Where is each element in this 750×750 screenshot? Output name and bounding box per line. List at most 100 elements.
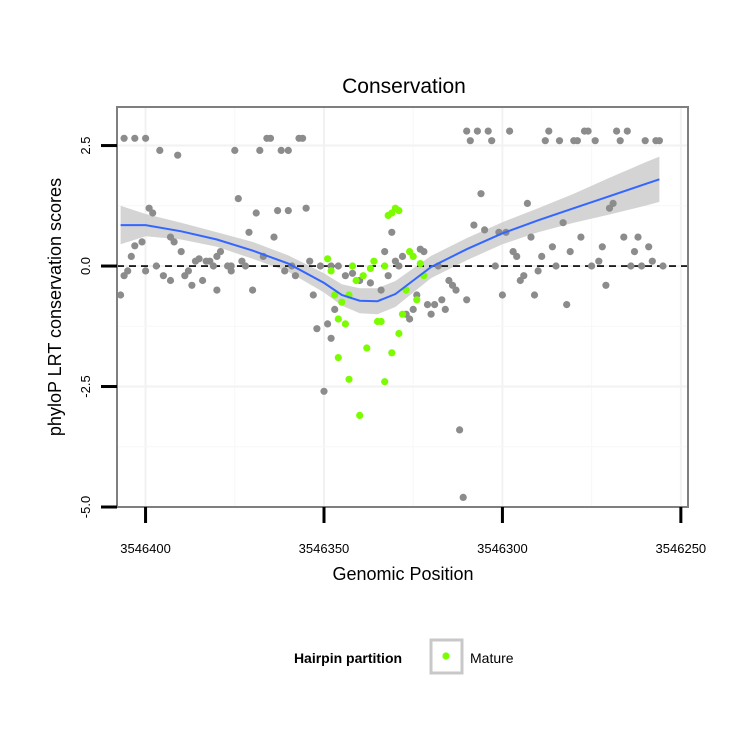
background-point: [270, 233, 278, 241]
background-point: [577, 233, 585, 241]
background-point: [541, 137, 549, 145]
x-tick-label: 3546250: [656, 541, 707, 556]
series-mature: [324, 204, 428, 419]
background-point: [327, 334, 335, 342]
background-point: [334, 262, 342, 270]
background-point: [227, 262, 235, 270]
background-point: [124, 267, 132, 275]
background-point: [420, 248, 428, 256]
mature-point: [345, 375, 353, 383]
background-point: [463, 296, 471, 304]
points-layer: [117, 127, 667, 501]
background-point: [620, 233, 628, 241]
background-point: [120, 134, 128, 142]
mature-point: [409, 252, 417, 260]
background-point: [199, 276, 207, 285]
background-point: [466, 137, 474, 145]
background-point: [441, 305, 449, 313]
background-point: [320, 387, 328, 395]
mature-point: [334, 315, 342, 323]
mature-point: [324, 255, 332, 263]
background-point: [281, 267, 289, 275]
y-axis-label: phyloP LRT conservation scores: [45, 178, 65, 436]
background-point: [313, 325, 321, 333]
background-point: [324, 320, 332, 328]
x-tick-label: 3546300: [477, 541, 528, 556]
mature-point: [352, 276, 360, 285]
background-point: [306, 257, 314, 265]
background-point: [156, 146, 164, 154]
background-point: [584, 127, 592, 135]
background-point: [506, 127, 514, 135]
mature-point: [334, 354, 342, 362]
background-point: [216, 248, 225, 256]
background-point: [127, 252, 135, 260]
background-point: [548, 243, 557, 251]
legend: Hairpin partition Mature: [294, 638, 514, 675]
background-point: [348, 269, 357, 277]
background-point: [530, 291, 539, 299]
background-point: [316, 262, 324, 270]
mature-point: [398, 310, 407, 318]
mature-point: [381, 262, 389, 270]
background-point: [395, 262, 403, 270]
background-point: [545, 127, 553, 135]
background-point: [234, 195, 242, 203]
plot-border: [116, 106, 689, 508]
mature-point: [377, 317, 385, 326]
background-point: [142, 267, 150, 275]
background-point: [438, 296, 446, 304]
background-point: [249, 286, 257, 294]
mature-point: [413, 296, 421, 304]
background-point: [602, 281, 610, 289]
background-point: [555, 137, 564, 145]
background-point: [566, 248, 574, 256]
background-point: [195, 255, 203, 263]
background-point: [427, 310, 435, 318]
background-point: [484, 127, 492, 135]
x-tick-label: 3546350: [299, 541, 350, 556]
mature-point: [331, 291, 339, 299]
background-point: [277, 146, 285, 154]
background-point: [431, 301, 439, 309]
background-point: [609, 199, 617, 207]
background-point: [423, 301, 432, 309]
mature-point: [395, 329, 403, 338]
background-point: [488, 137, 496, 145]
mature-point: [363, 344, 371, 352]
mature-point: [359, 272, 367, 280]
background-point: [634, 233, 642, 241]
background-point: [284, 207, 292, 215]
background-point: [274, 207, 282, 215]
background-point: [563, 301, 571, 309]
background-point: [473, 127, 481, 135]
background-point: [366, 279, 374, 287]
confidence-ribbon-layer: [120, 156, 660, 315]
confidence-ribbon: [120, 156, 660, 315]
background-point: [630, 248, 639, 256]
mature-point: [327, 267, 335, 275]
background-point: [573, 137, 582, 145]
background-point: [398, 252, 407, 260]
background-point: [309, 291, 317, 299]
background-point: [117, 291, 125, 299]
background-point: [627, 262, 635, 270]
background-point: [470, 221, 478, 229]
y-tick-label: -2.5: [78, 375, 93, 397]
background-point: [513, 252, 521, 260]
mature-point: [370, 257, 378, 265]
y-tick-label: 2.5: [78, 137, 93, 155]
mature-point: [381, 378, 389, 386]
smooth-line-layer: [120, 178, 660, 303]
mature-point: [416, 260, 424, 268]
background-point: [341, 272, 349, 280]
background-point: [641, 137, 649, 145]
background-point: [299, 134, 307, 142]
background-point: [142, 134, 150, 142]
background-point: [598, 243, 606, 251]
mature-point: [366, 264, 374, 272]
background-point: [184, 267, 192, 275]
background-point: [131, 242, 139, 250]
background-point: [459, 493, 467, 501]
